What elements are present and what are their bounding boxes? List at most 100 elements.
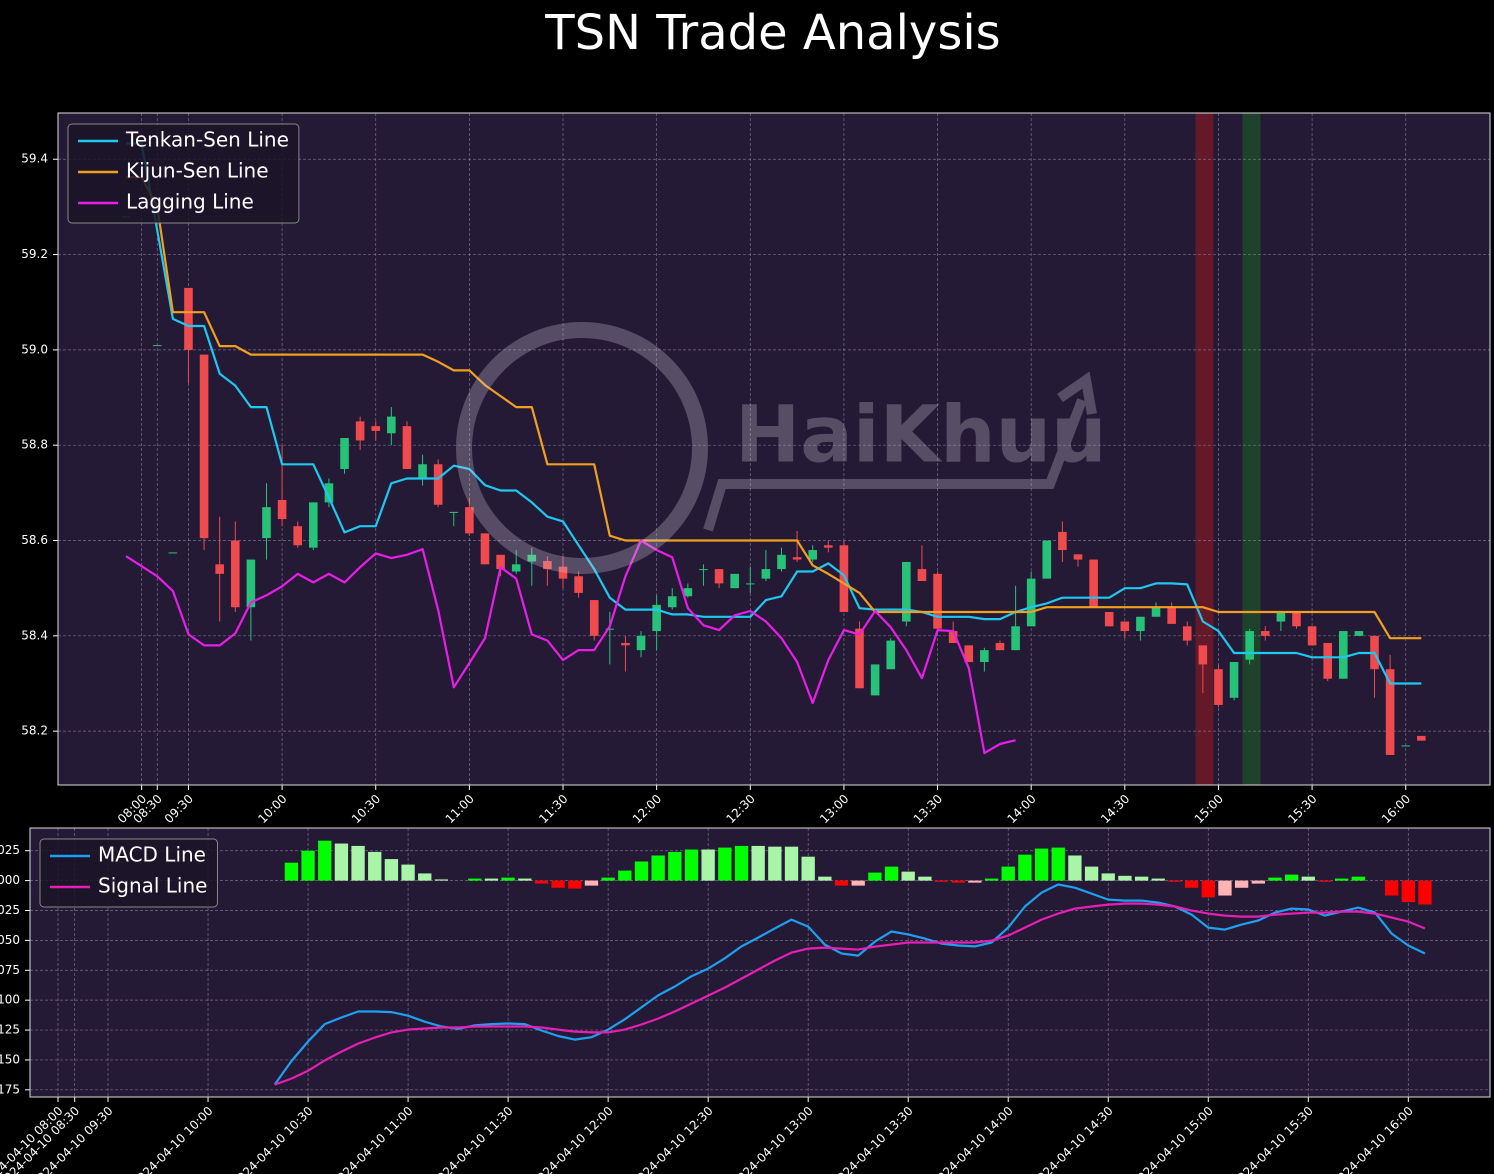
candle-body <box>870 664 880 696</box>
histogram-bar <box>284 862 299 881</box>
y-tick-label: 59.2 <box>21 247 48 261</box>
histogram-bar <box>668 851 682 881</box>
histogram-bar <box>1318 880 1332 882</box>
histogram-bar <box>334 843 349 881</box>
candle-body <box>168 552 178 554</box>
candle-body <box>683 588 693 597</box>
candle-body <box>1167 607 1176 624</box>
watermark-text: HaiKhuu <box>735 390 1107 480</box>
candle-body <box>792 557 802 560</box>
candle-body <box>1011 626 1020 651</box>
candle-body <box>714 569 724 584</box>
histogram-bar <box>768 846 782 881</box>
candle-body <box>917 569 927 582</box>
histogram-bar <box>651 855 665 881</box>
histogram-bar <box>801 856 815 881</box>
histogram-bar <box>1051 847 1065 881</box>
candle-body <box>1136 616 1145 632</box>
candle-body <box>1104 611 1114 627</box>
candle-body <box>511 564 521 572</box>
series-line <box>125 539 1016 755</box>
candle-body <box>230 540 240 608</box>
candle-body <box>277 499 287 520</box>
histogram-bar <box>1184 880 1199 888</box>
candle-body <box>652 604 661 632</box>
y-tick-label: -0.025 <box>0 903 20 917</box>
candle-body <box>152 345 162 347</box>
series-line <box>126 176 1422 640</box>
candle-body <box>1042 540 1052 579</box>
candle-body <box>1198 645 1208 665</box>
candle-body <box>433 464 443 505</box>
histogram-bar <box>518 878 532 881</box>
histogram-bar <box>784 846 799 881</box>
histogram-bar <box>901 871 915 881</box>
histogram-bar <box>1168 880 1182 882</box>
series-line <box>274 902 1426 1086</box>
legend-label: Lagging Line <box>126 190 254 214</box>
candle-body <box>1354 631 1364 636</box>
candle-body <box>324 483 334 503</box>
y-tick-label: 59.4 <box>21 152 48 166</box>
y-tick-label: -0.100 <box>0 993 20 1007</box>
candle-body <box>995 642 1005 651</box>
plot-content <box>30 828 1490 1097</box>
legend-label: MACD Line <box>98 843 206 867</box>
histogram-bar <box>1084 866 1099 881</box>
candle-body <box>964 645 974 663</box>
histogram-bar <box>734 845 749 881</box>
histogram-bar <box>368 851 382 881</box>
candle-body <box>215 564 224 574</box>
candle-body <box>1073 554 1083 560</box>
histogram-bar <box>318 840 332 881</box>
candle-body <box>1120 621 1130 632</box>
candle-body <box>761 569 771 579</box>
histogram-bar <box>1101 873 1115 881</box>
histogram-bar <box>1218 880 1232 896</box>
histogram-bar <box>751 845 765 881</box>
histogram-bar <box>618 870 632 881</box>
histogram-bar <box>584 880 599 886</box>
y-tick-label: 0.000 <box>0 873 20 887</box>
candle-body <box>1307 626 1317 646</box>
histogram-bar <box>1068 855 1082 881</box>
y-tick-label: 0.025 <box>0 843 20 857</box>
histogram-bar <box>951 880 965 883</box>
candle-body <box>745 583 755 585</box>
histogram-bar <box>1334 878 1349 881</box>
histogram-bar <box>1418 880 1432 905</box>
legend-label: Signal Line <box>98 874 207 898</box>
histogram-bar <box>1301 876 1315 881</box>
histogram-bar <box>1151 878 1165 881</box>
histogram-bar <box>551 880 565 888</box>
histogram-bar <box>851 880 865 886</box>
histogram-bar <box>601 877 615 881</box>
candle-body <box>293 526 302 546</box>
candle-body <box>1401 745 1411 747</box>
watermark: HaiKhuu <box>456 322 1107 574</box>
histogram-bar <box>834 880 849 886</box>
histogram-bar <box>1268 877 1282 881</box>
candle-body <box>371 426 381 431</box>
candle-body <box>1151 607 1161 617</box>
candle-body <box>1182 626 1192 641</box>
watermark-ring <box>456 322 708 574</box>
histogram-bar <box>1201 880 1215 898</box>
histogram-bar <box>434 879 449 881</box>
candle-body <box>1339 631 1348 679</box>
histogram-bar <box>501 877 515 881</box>
histogram-bar <box>1251 880 1265 884</box>
plot-content <box>58 113 1490 785</box>
candle-body <box>1385 669 1395 755</box>
candle-body <box>1245 631 1254 660</box>
candle-body <box>948 631 958 643</box>
histogram-bar <box>701 849 715 881</box>
y-tick-label: 58.8 <box>21 438 48 452</box>
histogram-bar <box>718 847 732 881</box>
histogram-bar <box>1018 854 1032 881</box>
y-tick-label: 58.4 <box>21 628 48 642</box>
histogram-bar <box>1034 848 1049 881</box>
candle-body <box>777 554 786 570</box>
candle-body <box>621 642 630 646</box>
